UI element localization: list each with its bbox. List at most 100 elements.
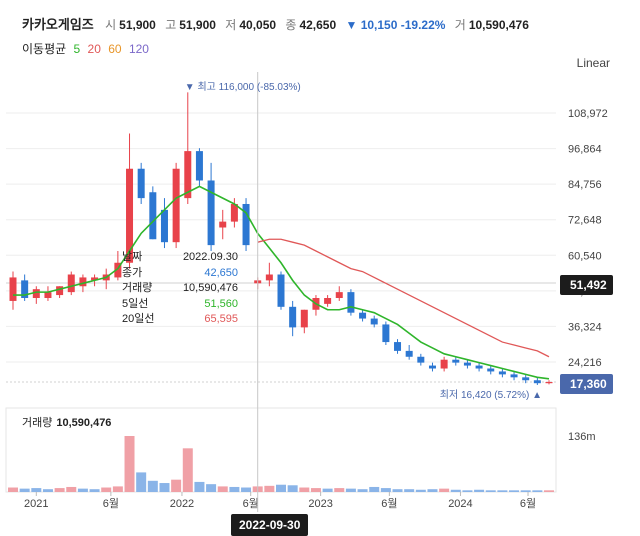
candle-body [21,280,29,299]
candle-body [79,277,87,287]
candle-body [207,180,215,246]
candle-body [382,324,390,343]
volume-value: 10,590,476 [468,18,529,32]
volume-bar [509,490,520,492]
candle-body [335,292,343,299]
volume-bar [544,490,554,492]
volume-bar [404,489,415,492]
candle-body [44,292,52,299]
ma-price-tag: 51,492 [560,275,613,295]
tooltip-close-label: 종가 [122,266,143,279]
high-label: 고 [165,18,177,32]
ma20-legend[interactable]: 20 [87,42,101,56]
x-tick-label: 6월 [103,497,119,510]
x-tick-label: 2023 [308,498,332,510]
volume-bar [485,490,496,492]
volume-bar [112,486,123,492]
volume-bar [299,487,310,492]
volume-bar [322,488,333,492]
x-tick-label: 2024 [448,498,472,510]
candle-body [545,382,553,384]
ma-label: 이동평균 [22,42,67,56]
candle-body [126,168,134,263]
volume-bar [520,490,531,492]
volume-bar [124,436,135,492]
candle-body [475,365,483,369]
volume-bar [8,487,18,492]
volume-bar [182,448,193,492]
volume-bar [532,490,543,492]
volume-bar [54,488,65,492]
volume-bar [357,489,368,492]
y-tick-label: 36,324 [568,321,602,333]
volume-bar [287,485,298,492]
low-label: 저 [225,18,237,32]
ma5-legend[interactable]: 5 [73,42,81,56]
tooltip-volume-label: 거래량 [122,282,153,294]
moving-average-legend[interactable]: 이동평균 5 20 60 120 [22,40,153,57]
volume-bar [229,486,240,492]
candle-body [487,368,495,372]
volume-bar [194,481,205,492]
candle-body [265,274,273,281]
tooltip-date-label: 날짜 [122,251,143,263]
price-summary: 카카오게임즈 시 51,900 고 51,900 저 40,050 종 42,650 ▼… [22,14,535,33]
y-tick-label: 72,648 [568,215,602,227]
tooltip-ma5: 51,560 [204,297,238,310]
candle-body [300,309,308,328]
ma20-line [257,238,550,358]
candle-body [277,274,285,307]
tooltip-ma20-label: 20일선 [122,313,155,325]
open-value: 51,900 [119,18,156,32]
y-tick-label: 60,540 [568,250,602,262]
crosshair-date-pill: 2022-09-30 [231,514,309,536]
candle-body [428,365,436,369]
volume-bar [89,489,100,492]
close-label: 종 [285,18,297,32]
y-tick-label: 84,756 [568,179,602,191]
volume-bar [101,487,112,492]
volume-panel-frame [5,407,557,493]
high-value: 51,900 [179,18,216,32]
volume-bar [66,486,77,492]
candle-body [137,168,145,199]
volume-bar [392,489,403,492]
ma120-legend[interactable]: 120 [128,42,149,56]
volume-bar [497,490,508,492]
volume-bar [264,485,275,492]
volume-panel-label: 거래량 10,590,476 [22,414,111,430]
candle-body [417,356,425,363]
candle-body [359,312,367,319]
x-tick-label: 6월 [243,497,259,510]
volume-bar [136,472,147,492]
volume-label: 거 [454,18,466,32]
volume-bar [310,488,321,492]
volume-bar [334,488,345,492]
volume-bar [147,480,158,492]
tooltip-ma5-label: 5일선 [122,297,149,310]
ma60-legend[interactable]: 60 [108,42,122,56]
volume-bar [450,489,461,492]
x-tick-label: 2021 [24,498,48,510]
candle-body [405,350,413,357]
candle-body [67,274,75,293]
candle-body [394,342,402,351]
volume-bar [19,488,30,492]
volume-bar [345,488,356,492]
low-value: 40,050 [239,18,277,32]
candle-body [498,371,506,375]
y-tick-label: 24,216 [568,357,602,369]
x-tick-label: 6월 [381,497,397,510]
candle-body [9,277,17,301]
volume-bar [380,488,391,492]
max-price-annotation: ▼ 최고 116,000 (-85.03%) [185,81,301,93]
candle-body [289,306,297,328]
x-tick-label: 6월 [520,497,536,510]
crosshair-tooltip: 날짜 2022.09.30 종가 42,650 거래량 10,590,476 5일선 5… [122,250,238,328]
tooltip-ma20: 65,595 [204,313,238,325]
volume-bar [369,486,380,492]
volume-bar [462,490,473,492]
scale-toggle-button[interactable]: Linear [576,56,610,70]
candle-body [370,318,378,325]
